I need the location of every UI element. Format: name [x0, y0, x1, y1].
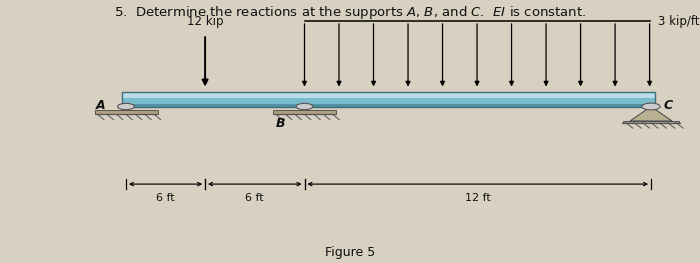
Circle shape	[642, 103, 660, 110]
Text: A: A	[95, 99, 105, 112]
Text: 6 ft: 6 ft	[156, 193, 175, 203]
Bar	[122, 92, 654, 107]
Bar	[94, 110, 158, 114]
Text: 12 ft: 12 ft	[465, 193, 491, 203]
Text: Figure 5: Figure 5	[325, 246, 375, 259]
Text: B: B	[275, 117, 285, 130]
Circle shape	[118, 103, 134, 110]
Text: 6 ft: 6 ft	[246, 193, 264, 203]
Bar	[273, 110, 336, 114]
Text: C: C	[664, 99, 673, 112]
Bar	[122, 92, 654, 98]
Polygon shape	[630, 107, 672, 121]
Text: 3 kip/ft: 3 kip/ft	[658, 14, 699, 28]
Text: 12 kip: 12 kip	[187, 15, 223, 28]
Bar	[623, 121, 679, 123]
Circle shape	[296, 103, 313, 110]
Text: 5.  Determine the reactions at the supports $A$, $B$, and $C$.  $EI$ is constant: 5. Determine the reactions at the suppor…	[114, 4, 586, 21]
Bar	[122, 98, 654, 104]
Bar	[122, 104, 654, 107]
